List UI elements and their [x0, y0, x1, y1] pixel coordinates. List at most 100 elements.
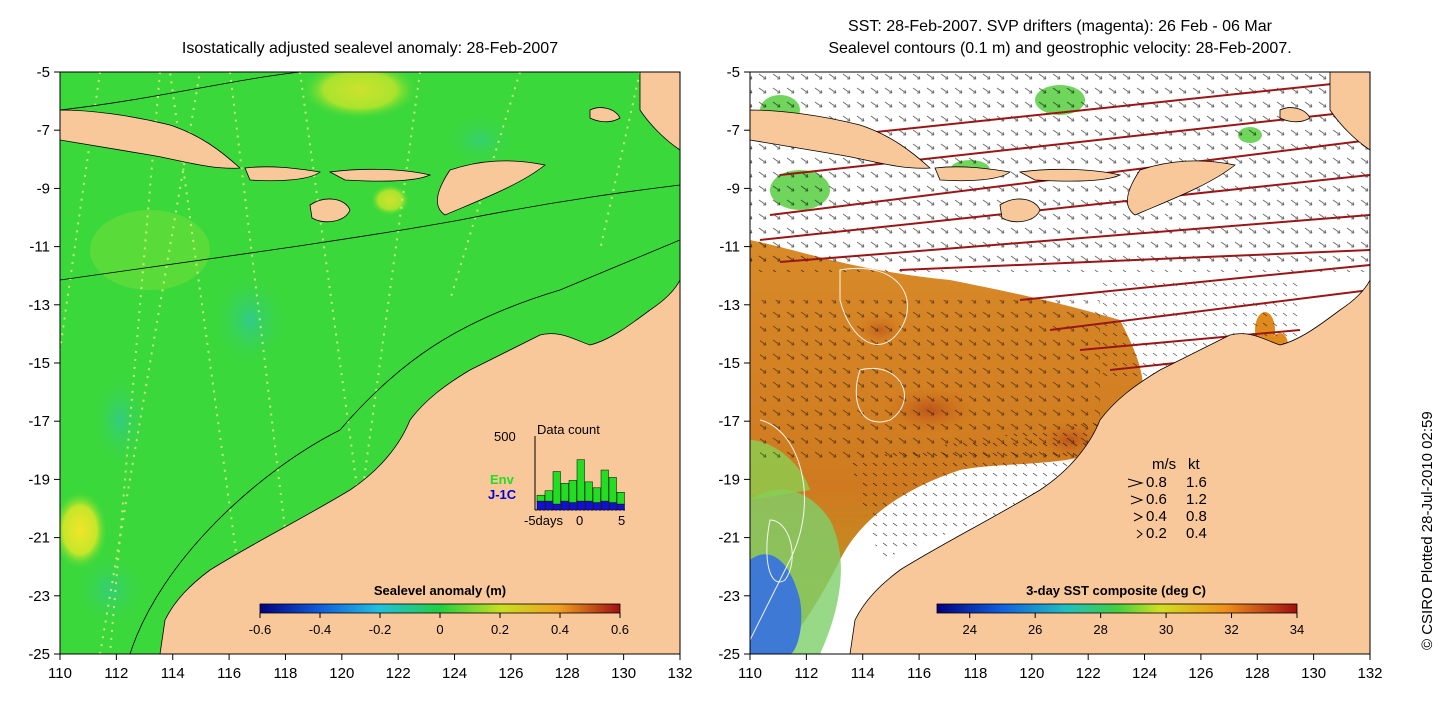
velocity-legend-kt: 1.6	[1186, 474, 1207, 491]
data-count-bar-env	[616, 491, 625, 505]
data-count-bar-j1c	[592, 502, 601, 511]
left-map-title: Isostatically adjusted sealevel anomaly:…	[181, 40, 559, 57]
data-count-bar-j1c	[568, 502, 577, 511]
velocity-legend-kt: 0.4	[1186, 525, 1207, 542]
lat-tick-label: -25	[718, 646, 740, 663]
sst-colorbar-label: 3-day SST composite (deg C)	[1026, 583, 1206, 598]
legend-env: Env	[490, 472, 515, 487]
data-count-bars	[536, 459, 625, 511]
land-islands	[60, 72, 680, 223]
lat-tick-label: -13	[718, 297, 740, 314]
colorbar-tick-label: 0.6	[611, 622, 629, 637]
colorbar-tick-label: 34	[1290, 622, 1304, 637]
colorbar-tick-label: 0.2	[491, 622, 509, 637]
sealevel-colorbar-label: Sealevel anomaly (m)	[374, 583, 506, 598]
right-map	[750, 72, 1370, 654]
colorbar-tick-label: 28	[1093, 622, 1107, 637]
data-count-xlabel-left: -5days	[524, 513, 564, 528]
lat-tick-label: -19	[718, 471, 740, 488]
lon-tick-label: 124	[442, 665, 467, 682]
data-count-bar-j1c	[552, 503, 561, 511]
sst-cold-field	[750, 554, 802, 654]
data-count-bar-env	[536, 494, 545, 502]
sealevel-contours	[750, 194, 1281, 641]
lon-tick-label: 114	[161, 665, 185, 682]
velocity-legend-header-ms: m/s	[1152, 456, 1176, 473]
lat-tick-label: -11	[719, 239, 740, 256]
data-count-bar-j1c	[536, 500, 545, 511]
colorbar-tick-label: -0.6	[249, 622, 271, 637]
lat-tick-label: -11	[29, 239, 50, 256]
velocity-arrow-icon	[1136, 529, 1143, 539]
lon-tick-label: 130	[611, 665, 636, 682]
velocity-arrow-icon	[1130, 495, 1144, 505]
colorbar-tick-label: 0	[436, 622, 443, 637]
lon-tick-label: 120	[329, 665, 354, 682]
velocity-legend-ms: 0.8	[1146, 474, 1167, 491]
credit-text: © CSIRO Plotted 28-Jul-2010 02:59	[1419, 411, 1436, 650]
sealevel-colorbar: Sealevel anomaly (m) -0.6 -0.4 -0.2 0 0.2 0.4…	[249, 583, 629, 637]
data-count-bar-j1c	[544, 500, 553, 511]
data-count-bar-env	[608, 477, 617, 503]
velocity-legend-header-kt: kt	[1188, 456, 1201, 473]
data-count-bar-env	[576, 459, 585, 502]
colorbar-tick-label: 30	[1159, 622, 1173, 637]
lon-tick-label: 130	[1301, 665, 1326, 682]
data-count-ymax: 500	[494, 429, 516, 444]
lon-tick-label: 132	[1357, 665, 1382, 682]
right-map-title-line1: SST: 28-Feb-2007. SVP drifters (magenta)…	[848, 18, 1272, 35]
data-count-bar-env	[600, 469, 609, 502]
lon-tick-label: 128	[1245, 665, 1270, 682]
lat-tick-label: -13	[28, 297, 50, 314]
velocity-legend-ms: 0.2	[1146, 525, 1167, 542]
land-australia	[159, 279, 680, 654]
lon-tick-label: 132	[667, 665, 692, 682]
lat-tick-label: -19	[28, 471, 50, 488]
lon-tick-label: 110	[738, 665, 762, 682]
lon-tick-label: 122	[386, 665, 411, 682]
colorbar-tick-label: 0.4	[551, 622, 569, 637]
colorbar-tick-label: 32	[1224, 622, 1238, 637]
lat-tick-label: -21	[718, 530, 740, 547]
data-count-title: Data count	[537, 422, 600, 437]
shelf-contour	[60, 184, 680, 281]
lat-tick-label: -7	[727, 122, 740, 139]
lat-tick-label: -7	[37, 122, 50, 139]
data-count-bar-env	[560, 483, 569, 502]
lat-tick-label: -21	[28, 530, 50, 547]
lat-tick-label: -17	[718, 413, 740, 430]
data-count-bar-j1c	[600, 500, 609, 511]
lat-tick-label: -15	[28, 355, 50, 372]
velocity-legend-kt: 0.8	[1186, 508, 1207, 525]
lat-tick-label: -25	[28, 646, 50, 663]
velocity-legend: m/s kt 0.8 1.60.6 1.20.4 0.80.2 0.4	[1127, 456, 1207, 542]
left-map-axes: -5 -7 -9 -11 -13 -15 -17 -19 -21 -23 -25 110 112 114 1…	[28, 64, 692, 682]
right-map-title-line2: Sealevel contours (0.1 m) and geostrophi…	[828, 40, 1292, 57]
lat-tick-label: -9	[727, 180, 740, 197]
colorbar-tick-label: -0.2	[369, 622, 391, 637]
lon-tick-label: 126	[498, 665, 523, 682]
colorbar-tick-label: -0.4	[309, 622, 331, 637]
lon-tick-label: 112	[794, 665, 818, 682]
data-count-bar-j1c	[616, 503, 625, 511]
lon-tick-label: 116	[907, 665, 931, 682]
velocity-legend-ms: 0.4	[1146, 508, 1167, 525]
velocity-arrow-icon	[1127, 478, 1144, 488]
lon-tick-label: 126	[1188, 665, 1213, 682]
high-anomaly-blob	[60, 490, 108, 570]
lat-tick-label: -23	[28, 588, 50, 605]
velocity-arrow-icon	[1133, 512, 1144, 522]
colorbar-tick-label: 24	[962, 622, 976, 637]
velocity-legend-ms: 0.6	[1146, 491, 1167, 508]
data-count-inset: Data count 500 Env J-1C -5days 0 5	[488, 422, 625, 528]
lon-tick-label: 118	[273, 665, 297, 682]
data-count-bar-j1c	[576, 500, 585, 511]
lat-tick-label: -17	[28, 413, 50, 430]
right-map-axes: -5 -7 -9 -11 -13 -15 -17 -19 -21 -23 -25 110 112 114 1…	[718, 64, 1382, 682]
lat-tick-label: -23	[718, 588, 740, 605]
data-count-bar-j1c	[608, 502, 617, 511]
sst-colorbar: 3-day SST composite (deg C) 24 26 28 30 32 34	[936, 583, 1304, 637]
lon-tick-label: 118	[963, 665, 987, 682]
lon-tick-label: 128	[555, 665, 580, 682]
